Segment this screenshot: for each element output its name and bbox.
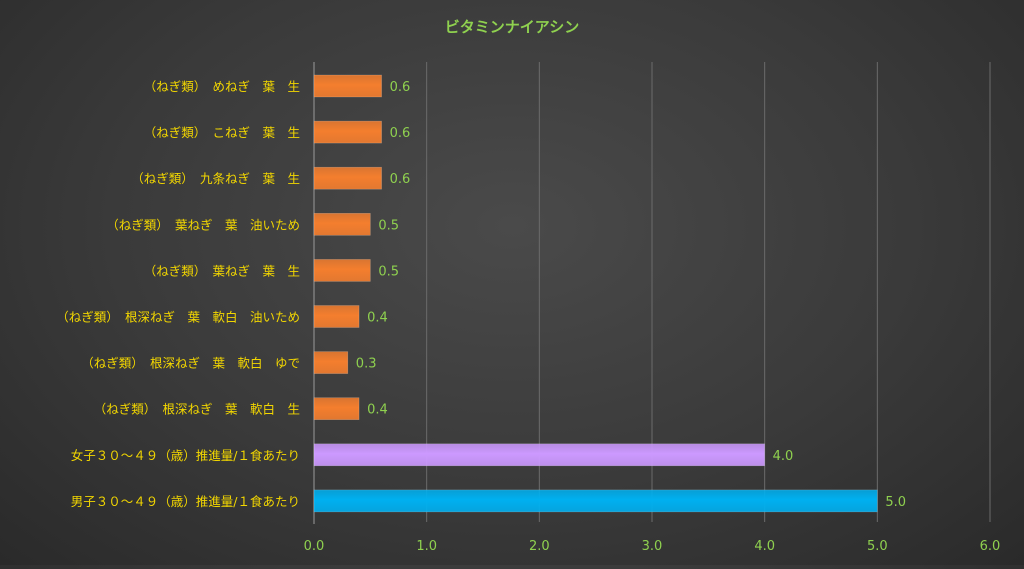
bar (313, 120, 382, 144)
bar (313, 305, 360, 328)
x-tick-label: 2.0 (529, 539, 550, 554)
category-label: （ねぎ類） 葉ねぎ 葉 生 (144, 263, 300, 278)
category-label: 男子３０～４９（歳）推進量/１食あたり (71, 494, 300, 509)
value-label: 0.3 (356, 357, 377, 372)
value-label: 0.6 (390, 172, 411, 187)
value-label: 0.5 (378, 264, 399, 279)
x-tick-label: 5.0 (867, 539, 888, 554)
bar (313, 351, 349, 374)
x-tick-label: 4.0 (754, 539, 775, 554)
category-label: （ねぎ類） 九条ねぎ 葉 生 (131, 171, 300, 186)
category-label: （ねぎ類） 葉ねぎ 葉 油いため (106, 217, 300, 232)
bar (313, 166, 382, 190)
x-tick-label: 3.0 (642, 539, 663, 554)
bar (313, 213, 371, 236)
value-label: 4.0 (773, 449, 794, 464)
chart-title: ビタミンナイアシン (445, 18, 579, 36)
category-label: （ねぎ類） 根深ねぎ 葉 軟白 生 (94, 402, 300, 417)
label-layer: 0.6 （ねぎ類） めねぎ 葉 生 0.6 （ねぎ類） こねぎ 葉 生 0.6 （ねぎ類）… (56, 79, 906, 510)
category-label: （ねぎ類） めねぎ 葉 生 (144, 79, 300, 94)
category-label: （ねぎ類） 根深ねぎ 葉 軟白 油いため (56, 310, 300, 325)
x-tick-label: 1.0 (416, 539, 437, 554)
bar (313, 443, 765, 467)
category-label: （ねぎ類） 根深ねぎ 葉 軟白 ゆで (81, 356, 300, 371)
value-label: 0.5 (378, 218, 399, 233)
x-tick-label: 0.0 (304, 539, 325, 554)
bar (313, 74, 382, 98)
bar (313, 397, 360, 421)
bar-layer (313, 74, 878, 513)
value-label: 0.4 (367, 311, 388, 326)
bar (313, 259, 371, 282)
bar (313, 489, 878, 513)
category-label: 女子３０～４９（歳）推進量/１食あたり (71, 448, 300, 463)
value-label: 0.6 (390, 126, 411, 141)
value-label: 0.4 (367, 403, 388, 418)
x-tick-label: 6.0 (980, 539, 1001, 554)
value-label: 5.0 (885, 495, 906, 510)
value-label: 0.6 (390, 80, 411, 95)
category-label: （ねぎ類） こねぎ 葉 生 (144, 125, 300, 140)
